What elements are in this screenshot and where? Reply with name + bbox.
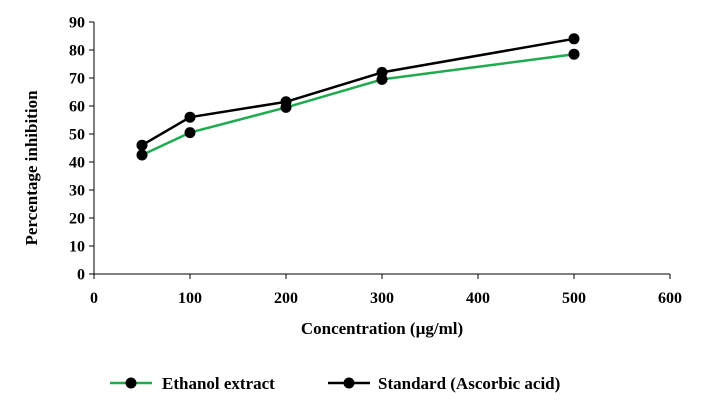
y-tick-label: 30 [69, 183, 85, 200]
standard-ascorbic-acid-point [376, 66, 388, 78]
legend-swatch-marker [125, 377, 137, 389]
legend-label: Ethanol extract [162, 374, 275, 393]
y-tick-label: 70 [69, 71, 85, 88]
y-tick-label: 10 [69, 239, 85, 256]
legend-item-ethanol-extract: Ethanol extract [110, 374, 275, 393]
ethanol-extract-point [568, 48, 580, 60]
ethanol-extract-point [184, 127, 196, 139]
legend-label: Standard (Ascorbic acid) [378, 374, 560, 393]
y-tick-label: 90 [69, 15, 85, 32]
y-tick-label: 40 [69, 155, 85, 172]
y-tick-label: 60 [69, 99, 85, 116]
standard-ascorbic-acid-point [184, 111, 196, 123]
x-axis-ticks: 0 100 200 300 400 500 600 [90, 274, 682, 307]
x-tick-label: 400 [466, 290, 490, 307]
x-tick-label: 100 [178, 290, 202, 307]
ethanol-extract-line [141, 52, 575, 157]
legend: Ethanol extract Standard (Ascorbic acid) [110, 374, 560, 393]
standard-ascorbic-acid-point [136, 139, 148, 151]
y-tick-label: 20 [69, 211, 85, 228]
y-tick-label: 80 [69, 43, 85, 60]
standard-ascorbic-acid-point [280, 96, 292, 108]
x-tick-label: 200 [274, 290, 298, 307]
x-axis-title: Concentration (µg/ml) [301, 319, 463, 338]
series-layer [136, 33, 580, 161]
plot-area: 0 10 20 30 40 50 60 70 80 90 0 100 200 300 400 500 600 [69, 15, 682, 308]
ethanol-extract-point [136, 149, 148, 161]
x-tick-label: 300 [370, 290, 394, 307]
legend-swatch-marker [343, 377, 355, 389]
y-axis-title: Percentage inhibition [22, 90, 41, 246]
y-tick-label: 0 [77, 267, 85, 284]
y-axis-ticks: 0 10 20 30 40 50 60 70 80 90 [69, 15, 94, 284]
standard-ascorbic-acid-point [568, 33, 580, 45]
x-tick-label: 500 [562, 290, 586, 307]
x-tick-label: 0 [90, 290, 98, 307]
legend-item-standard-ascorbic-acid: Standard (Ascorbic acid) [328, 374, 560, 393]
y-tick-label: 50 [69, 127, 85, 144]
x-tick-label: 600 [658, 290, 682, 307]
